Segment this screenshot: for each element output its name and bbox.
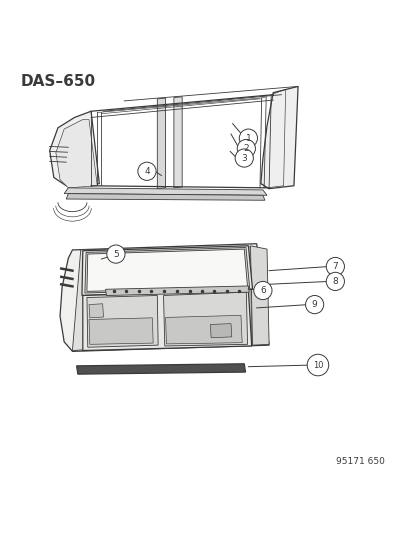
Text: 1: 1 (245, 134, 251, 143)
Circle shape (239, 129, 257, 147)
Polygon shape (157, 98, 165, 189)
Polygon shape (99, 249, 106, 349)
Text: 10: 10 (312, 360, 323, 369)
Polygon shape (87, 295, 158, 347)
Polygon shape (89, 318, 153, 344)
Circle shape (138, 162, 156, 180)
Circle shape (325, 257, 344, 276)
Text: 7: 7 (332, 262, 337, 271)
Text: 4: 4 (144, 167, 150, 176)
Polygon shape (64, 188, 266, 195)
Polygon shape (76, 364, 245, 374)
Polygon shape (82, 246, 252, 295)
Polygon shape (50, 111, 99, 186)
Polygon shape (165, 316, 242, 344)
Polygon shape (66, 193, 264, 200)
Circle shape (235, 149, 253, 167)
Polygon shape (260, 86, 297, 189)
Polygon shape (83, 290, 251, 351)
Text: 9: 9 (311, 300, 317, 309)
Text: 6: 6 (259, 286, 265, 295)
Text: 5: 5 (113, 249, 119, 259)
Polygon shape (173, 97, 182, 188)
Polygon shape (60, 244, 268, 351)
Text: DAS–650: DAS–650 (21, 74, 95, 89)
Polygon shape (89, 250, 98, 349)
Circle shape (237, 140, 255, 158)
Text: 8: 8 (332, 277, 337, 286)
Circle shape (107, 245, 125, 263)
Polygon shape (87, 249, 247, 292)
Polygon shape (247, 247, 251, 344)
Text: 2: 2 (243, 144, 249, 153)
Polygon shape (163, 292, 247, 346)
Polygon shape (72, 249, 92, 351)
Polygon shape (85, 247, 249, 293)
Circle shape (325, 272, 344, 290)
Polygon shape (105, 286, 249, 295)
Polygon shape (89, 304, 103, 318)
Text: 3: 3 (241, 154, 247, 163)
Circle shape (305, 295, 323, 314)
Polygon shape (250, 246, 268, 345)
Circle shape (253, 281, 271, 300)
Polygon shape (210, 324, 231, 338)
Polygon shape (56, 119, 97, 188)
Circle shape (306, 354, 328, 376)
Text: 95171 650: 95171 650 (335, 457, 384, 466)
